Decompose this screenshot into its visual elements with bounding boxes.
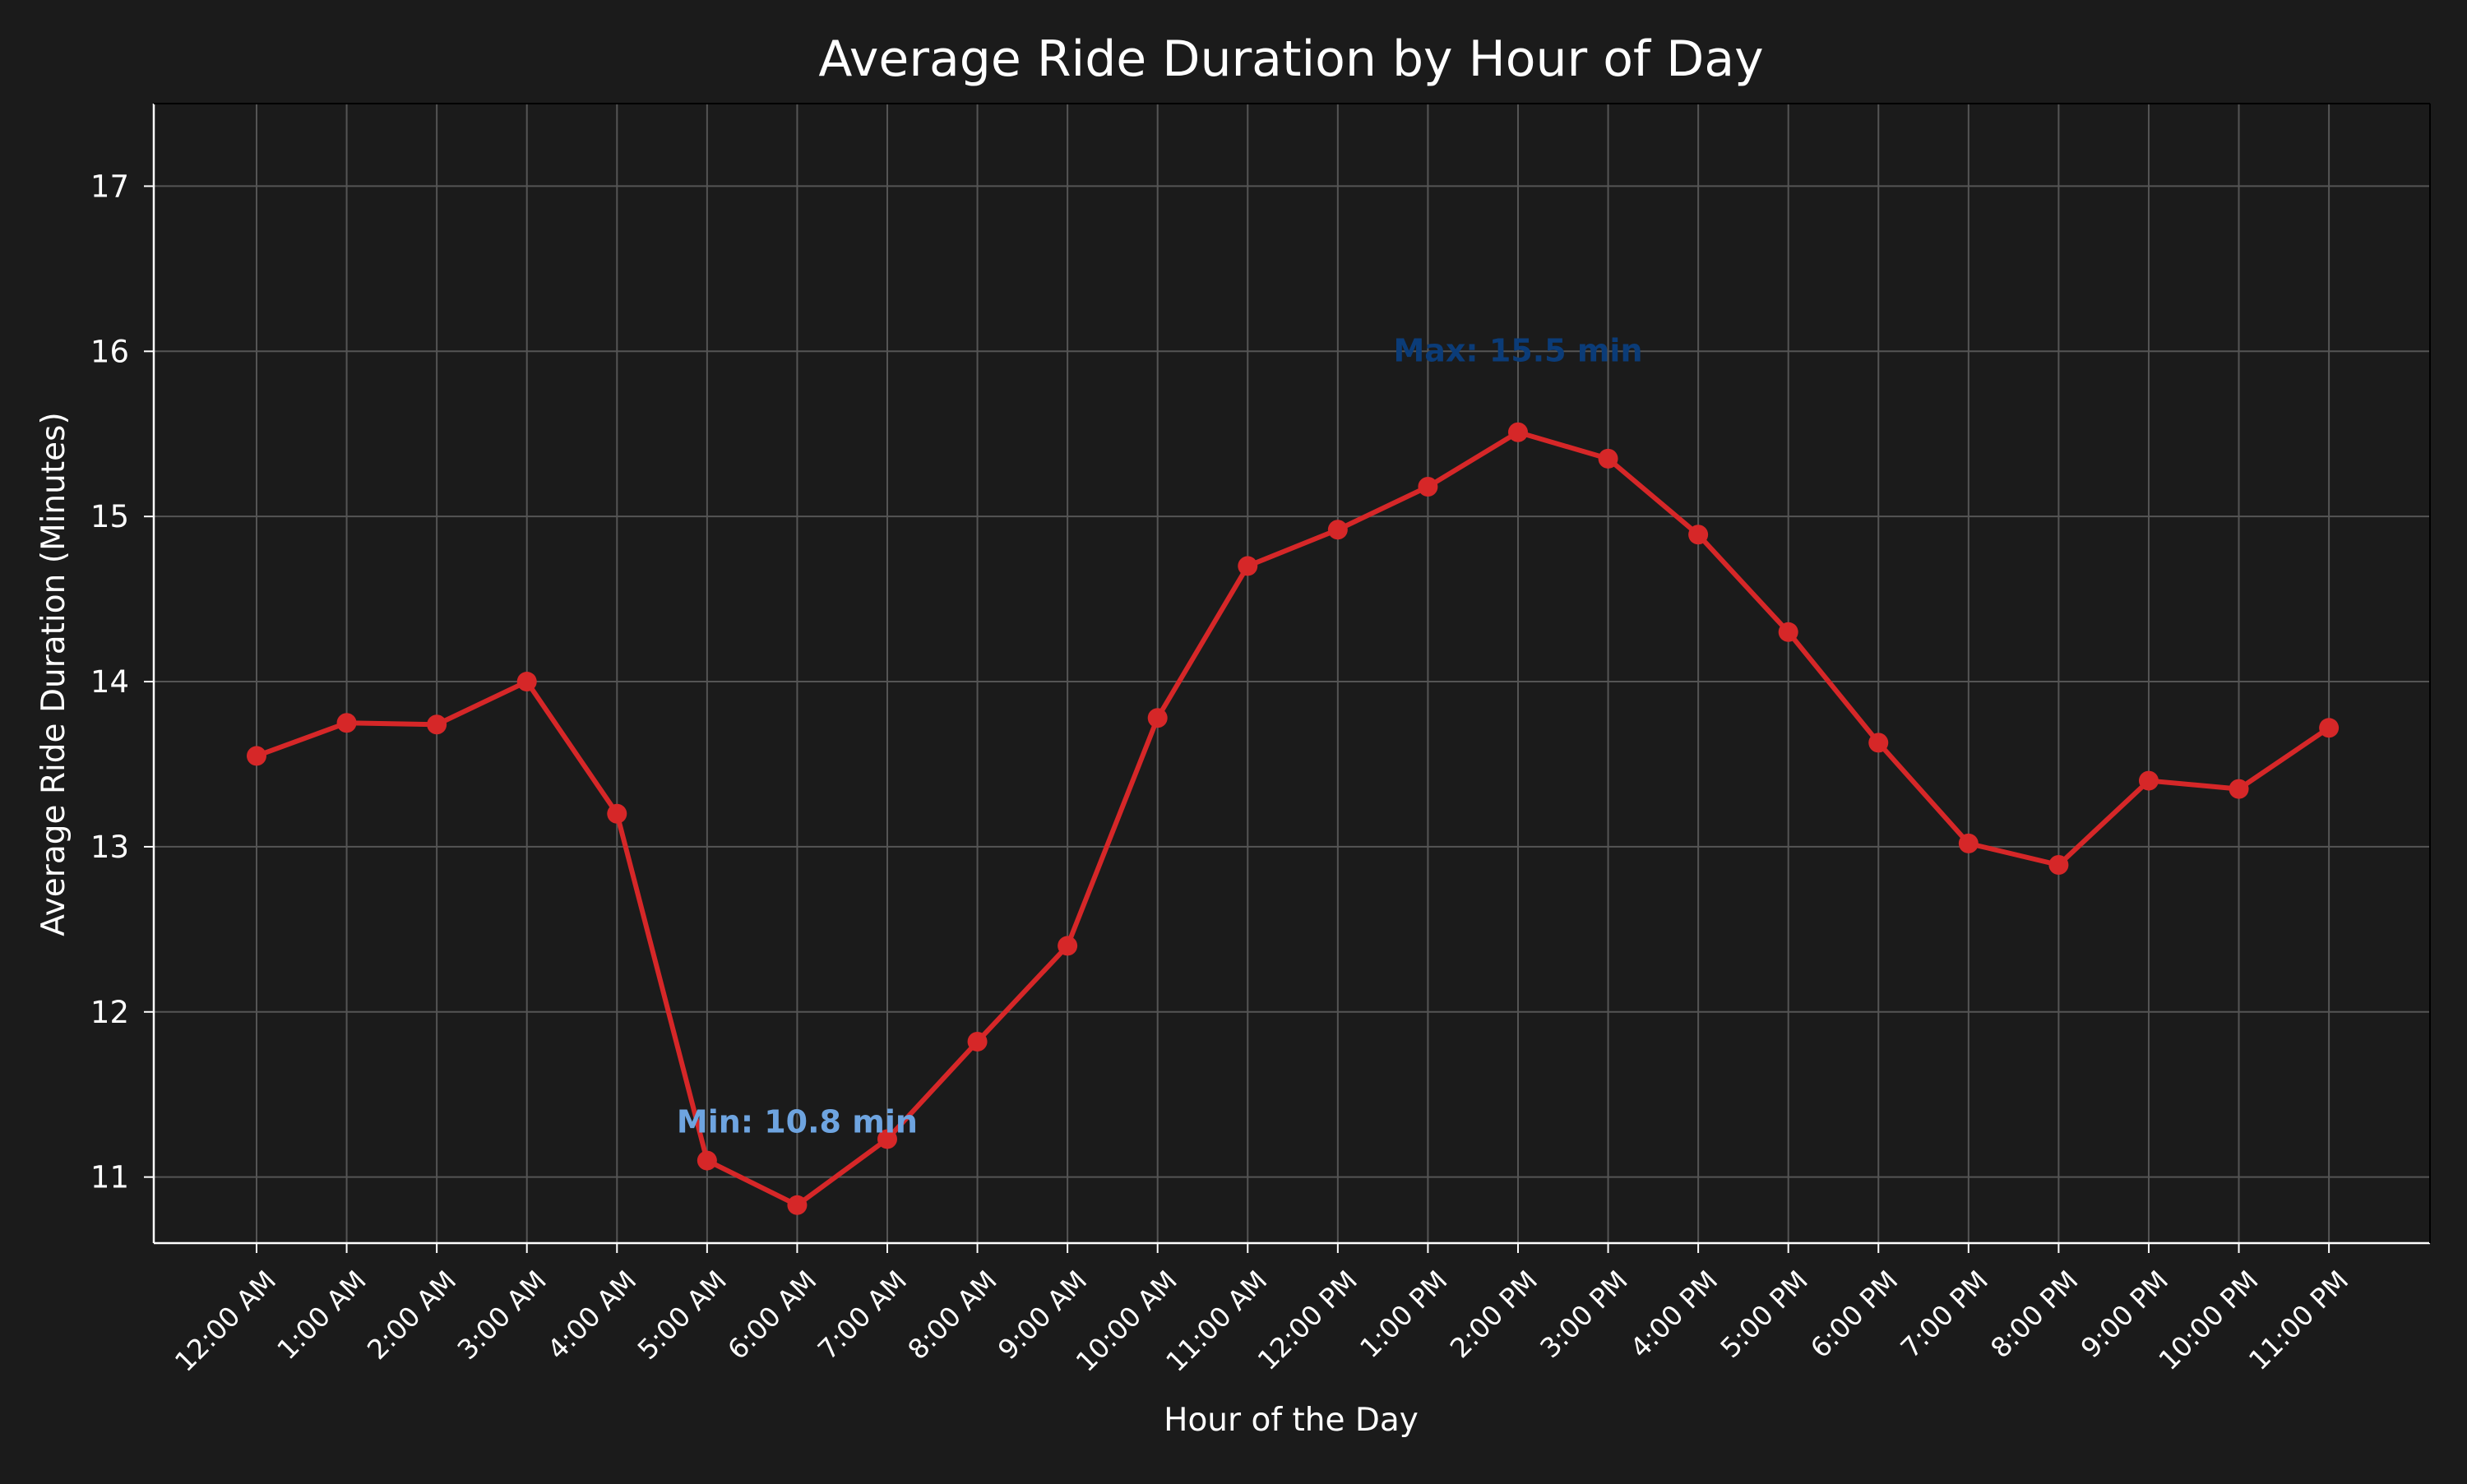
data-point [516,672,537,692]
data-point [1778,622,1798,642]
y-tick-label: 15 [90,499,129,534]
y-tick-label: 17 [90,169,129,204]
annotations: Max: 15.5 min Min: 10.8 min [677,332,1643,1140]
data-point [1147,708,1168,728]
data-point [967,1031,988,1052]
data-point [1238,556,1258,576]
y-tick-label: 12 [90,995,129,1030]
data-point [607,803,627,824]
data-point [2229,779,2249,799]
y-tick-label: 11 [90,1160,129,1195]
data-point [336,713,357,733]
data-point [1688,525,1709,545]
grid [154,104,2430,1243]
data-point [1327,520,1348,540]
data-point [787,1195,808,1215]
data-point [1868,733,1889,753]
data-point [1058,936,1078,956]
y-axis-label: Average Ride Duration (Minutes) [35,412,72,936]
x-axis-label: Hour of the Day [1164,1402,1419,1439]
plot-area [154,104,2430,1243]
data-point [2319,718,2340,738]
data-point [1958,833,1979,853]
chart-title: Average Ride Duration by Hour of Day [818,30,1763,88]
data-point [247,746,266,766]
data-point [2138,770,2159,791]
annotation-label: Max: 15.5 min [1393,332,1642,368]
data-point [1507,422,1528,442]
data-point [427,714,447,735]
series-layer [247,422,2340,1215]
y-tick-label: 14 [90,664,129,700]
annotation-label: Min: 10.8 min [677,1103,918,1140]
data-point [697,1150,717,1171]
y-tick-label: 13 [90,830,129,865]
data-point [1598,448,1618,469]
data-point [877,1129,897,1149]
data-point [2048,855,2069,876]
data-point [1418,477,1438,497]
y-tick-label: 16 [90,334,129,369]
series-line [255,429,2330,1208]
